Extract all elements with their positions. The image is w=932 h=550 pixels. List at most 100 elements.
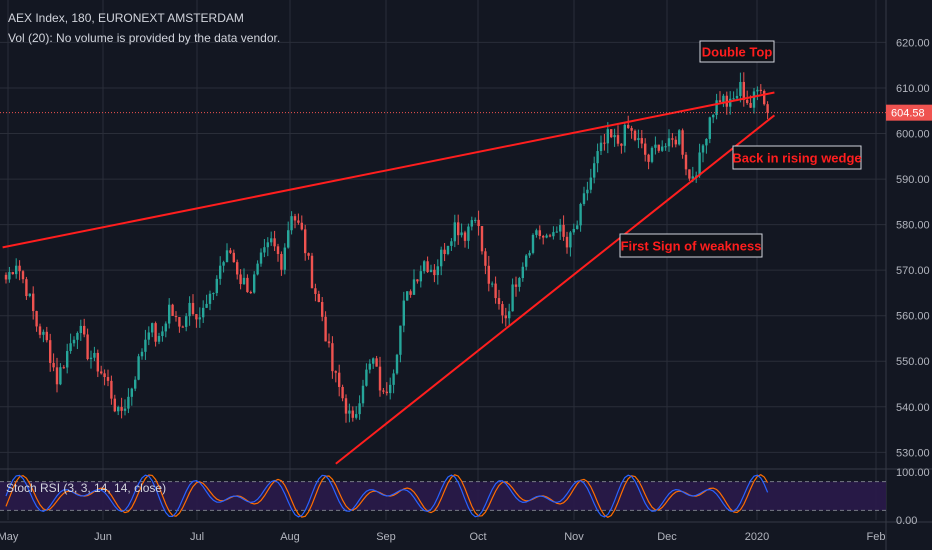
y-tick-label: 570.00 xyxy=(896,265,930,277)
candle-body xyxy=(215,278,218,294)
candle-body xyxy=(450,241,453,246)
y-tick-label: 620.00 xyxy=(896,37,930,49)
candle-body xyxy=(674,139,677,145)
candle-body xyxy=(35,311,38,327)
candle-body xyxy=(555,231,558,233)
candle-body xyxy=(487,265,490,284)
candle-body xyxy=(134,379,137,389)
candle-body xyxy=(338,372,341,387)
x-tick-label: Aug xyxy=(280,531,300,543)
annotation-label: Double Top xyxy=(702,45,773,60)
candle-body xyxy=(154,323,157,342)
candle-body xyxy=(474,219,477,221)
candle-body xyxy=(402,300,405,326)
candle-body xyxy=(579,203,582,226)
candle-body xyxy=(399,325,402,355)
candle-body xyxy=(484,251,487,266)
candle-body xyxy=(18,265,21,272)
candle-body xyxy=(263,247,266,253)
y-tick-label: 540.00 xyxy=(896,402,930,414)
candle-body xyxy=(270,238,273,243)
candle-body xyxy=(627,124,630,128)
candle-body xyxy=(355,414,358,418)
candle-body xyxy=(242,277,246,285)
candle-body xyxy=(266,242,269,248)
candle-body xyxy=(188,302,191,317)
candle-body xyxy=(185,316,188,327)
candle-body xyxy=(276,246,280,254)
candle-body xyxy=(297,220,300,223)
trendline[interactable] xyxy=(2,91,775,249)
annotation-box xyxy=(732,145,862,170)
annotation-box xyxy=(619,233,763,258)
candle-body xyxy=(144,339,147,352)
x-tick-label: 2020 xyxy=(745,531,769,543)
candle-body xyxy=(729,98,732,107)
candle-body xyxy=(406,291,409,301)
candle-body xyxy=(327,341,331,344)
candle-body xyxy=(412,279,416,295)
candle-body xyxy=(766,104,769,113)
candle-body xyxy=(202,307,205,318)
candle-body xyxy=(463,232,467,241)
candle-body xyxy=(232,252,235,263)
candle-body xyxy=(351,410,354,418)
candle-body xyxy=(576,225,579,229)
candle-body xyxy=(647,154,650,162)
candle-body xyxy=(436,266,439,276)
x-tick-label: Dec xyxy=(657,531,677,543)
candle-body xyxy=(545,235,548,238)
candle-body xyxy=(457,222,460,236)
candle-body xyxy=(59,367,62,385)
candle-body xyxy=(212,293,215,295)
candle-body xyxy=(147,332,150,340)
candle-body xyxy=(542,235,545,238)
candle-body xyxy=(531,234,535,253)
candle-body xyxy=(633,130,637,141)
candle-body xyxy=(96,352,99,372)
candle-body xyxy=(644,143,647,155)
trendline[interactable] xyxy=(335,114,776,465)
candle-body xyxy=(514,284,518,287)
candle-body xyxy=(470,220,473,227)
candle-body xyxy=(348,410,351,414)
candle-body xyxy=(52,362,55,368)
candle-body xyxy=(467,226,470,241)
candle-body xyxy=(491,283,494,285)
candle-body xyxy=(358,403,361,415)
stoch-rsi-k-line xyxy=(5,474,769,518)
candle-body xyxy=(304,229,307,254)
candle-body xyxy=(610,129,613,138)
candle-body xyxy=(365,369,368,386)
candle-body xyxy=(49,340,52,363)
volume-note: Vol (20): No volume is provided by the d… xyxy=(8,31,281,45)
chart-title: AEX Index, 180, EURONEXT AMSTERDAM xyxy=(8,11,244,25)
candle-body xyxy=(219,265,222,279)
candle-body xyxy=(395,354,399,374)
candle-body xyxy=(11,272,14,275)
candle-body xyxy=(117,407,120,412)
candle-body xyxy=(256,263,259,275)
candle-body xyxy=(453,222,456,242)
candle-body xyxy=(698,152,701,176)
candle-body xyxy=(100,371,103,374)
candle-body xyxy=(69,343,72,352)
y-tick-label: 600.00 xyxy=(896,129,930,141)
candle-body xyxy=(742,81,745,100)
candle-body xyxy=(164,323,167,332)
candle-body xyxy=(38,326,42,335)
candle-body xyxy=(8,272,11,280)
candle-body xyxy=(630,127,633,131)
y-tick-label: 590.00 xyxy=(896,174,930,186)
candle-body xyxy=(688,169,691,179)
x-tick-label: Feb xyxy=(867,531,886,543)
y-tick-label: 610.00 xyxy=(896,83,930,95)
candle-body xyxy=(123,408,127,411)
candle-body xyxy=(684,154,688,170)
candle-body xyxy=(538,230,541,236)
candle-body xyxy=(273,238,276,247)
candle-body xyxy=(695,175,698,177)
candle-body xyxy=(55,367,59,385)
candle-body xyxy=(504,315,507,319)
